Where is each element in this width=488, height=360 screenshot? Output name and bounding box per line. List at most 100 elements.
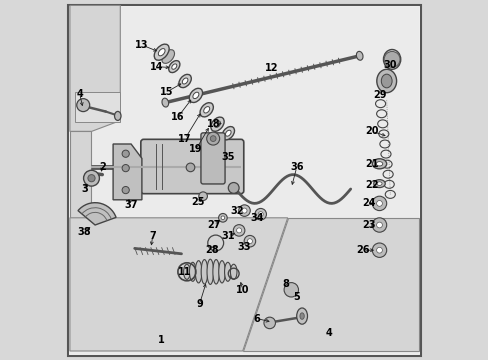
Text: 27: 27 — [207, 220, 220, 230]
Ellipse shape — [114, 111, 121, 120]
Text: 17: 17 — [178, 134, 191, 144]
Text: 18: 18 — [206, 119, 220, 129]
Bar — [75, 92, 120, 122]
Text: 13: 13 — [135, 40, 148, 50]
Ellipse shape — [381, 74, 391, 88]
Text: 8: 8 — [282, 279, 289, 289]
Ellipse shape — [225, 130, 231, 136]
Ellipse shape — [376, 182, 381, 185]
Ellipse shape — [222, 127, 234, 140]
Text: 15: 15 — [160, 87, 174, 97]
Ellipse shape — [168, 60, 180, 73]
Text: 5: 5 — [293, 292, 300, 302]
Text: 29: 29 — [372, 90, 386, 100]
Polygon shape — [70, 131, 91, 218]
Circle shape — [242, 208, 246, 213]
Text: 35: 35 — [221, 152, 235, 162]
Ellipse shape — [296, 308, 307, 324]
Text: 24: 24 — [361, 198, 375, 208]
Text: 22: 22 — [365, 180, 378, 190]
Ellipse shape — [162, 98, 168, 107]
Ellipse shape — [189, 262, 196, 281]
Ellipse shape — [162, 50, 174, 63]
FancyBboxPatch shape — [141, 139, 244, 194]
Ellipse shape — [179, 75, 191, 87]
Text: 28: 28 — [205, 245, 219, 255]
Circle shape — [376, 201, 382, 206]
Ellipse shape — [189, 88, 202, 103]
Ellipse shape — [206, 259, 213, 284]
Ellipse shape — [224, 262, 231, 281]
Circle shape — [199, 192, 207, 201]
Ellipse shape — [214, 121, 220, 127]
Text: 4: 4 — [76, 89, 83, 99]
Ellipse shape — [203, 107, 209, 113]
Ellipse shape — [218, 261, 225, 283]
Ellipse shape — [158, 49, 165, 56]
Text: 20: 20 — [365, 126, 378, 136]
Text: 30: 30 — [383, 60, 396, 70]
Circle shape — [376, 222, 382, 228]
Text: 31: 31 — [221, 231, 235, 241]
Circle shape — [88, 175, 95, 182]
Ellipse shape — [154, 44, 169, 60]
Text: 26: 26 — [356, 245, 369, 255]
Ellipse shape — [195, 261, 202, 283]
Circle shape — [83, 170, 99, 186]
Ellipse shape — [383, 50, 400, 69]
Circle shape — [244, 235, 255, 247]
Ellipse shape — [200, 103, 213, 117]
Ellipse shape — [376, 69, 396, 93]
Text: 21: 21 — [365, 159, 378, 169]
Ellipse shape — [356, 51, 362, 60]
Circle shape — [264, 317, 275, 329]
Ellipse shape — [192, 92, 199, 99]
Ellipse shape — [210, 117, 224, 131]
Text: 36: 36 — [289, 162, 303, 172]
Circle shape — [122, 150, 129, 157]
Ellipse shape — [299, 313, 304, 319]
Ellipse shape — [373, 180, 385, 188]
Circle shape — [238, 205, 250, 216]
Text: 32: 32 — [230, 206, 244, 216]
Text: 34: 34 — [250, 213, 264, 223]
Circle shape — [206, 132, 219, 145]
Circle shape — [258, 212, 263, 217]
Ellipse shape — [171, 64, 177, 69]
FancyBboxPatch shape — [201, 133, 224, 184]
Wedge shape — [78, 203, 116, 225]
Text: 12: 12 — [264, 63, 278, 73]
Circle shape — [122, 165, 129, 172]
Text: 19: 19 — [189, 144, 202, 154]
Text: 37: 37 — [124, 200, 138, 210]
Ellipse shape — [375, 162, 382, 166]
Circle shape — [247, 239, 252, 244]
Text: 16: 16 — [171, 112, 184, 122]
Circle shape — [371, 196, 386, 211]
Polygon shape — [70, 218, 287, 351]
Ellipse shape — [371, 159, 386, 169]
Circle shape — [371, 218, 386, 232]
Text: 9: 9 — [196, 299, 203, 309]
Circle shape — [228, 183, 239, 193]
Ellipse shape — [201, 260, 207, 284]
Text: 4: 4 — [325, 328, 332, 338]
Ellipse shape — [230, 264, 237, 279]
Circle shape — [77, 99, 89, 112]
Circle shape — [218, 213, 227, 222]
Circle shape — [376, 247, 382, 253]
Circle shape — [384, 51, 399, 67]
Text: 10: 10 — [236, 285, 249, 295]
Ellipse shape — [183, 264, 190, 279]
Circle shape — [210, 136, 216, 141]
Ellipse shape — [212, 260, 219, 284]
Circle shape — [186, 163, 194, 172]
Ellipse shape — [182, 78, 187, 84]
Circle shape — [122, 186, 129, 194]
Text: 33: 33 — [237, 242, 251, 252]
Text: 23: 23 — [361, 220, 375, 230]
Text: 1: 1 — [158, 335, 165, 345]
Text: 2: 2 — [99, 162, 105, 172]
Text: 3: 3 — [81, 184, 87, 194]
Polygon shape — [70, 5, 120, 131]
